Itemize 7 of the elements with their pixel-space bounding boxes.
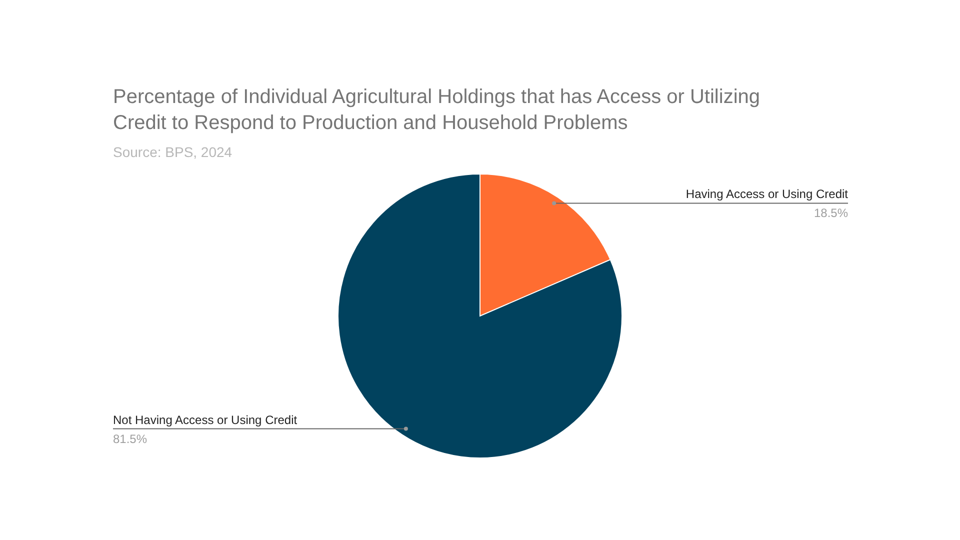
- pie-slice: [338, 174, 622, 458]
- data-label: 18.5%: [814, 206, 848, 220]
- slice-label: Having Access or Using Credit: [686, 187, 849, 202]
- chart-subtitle: Source: BPS, 2024: [113, 144, 232, 160]
- chart-title: Percentage of Individual Agricultural Holdings that has Access or Utilizing Credit to Respond to Production and Household Problems: [113, 86, 760, 134]
- data-label: 81.5%: [113, 432, 148, 446]
- slice-label: Not Having Access or Using Credit: [113, 412, 298, 427]
